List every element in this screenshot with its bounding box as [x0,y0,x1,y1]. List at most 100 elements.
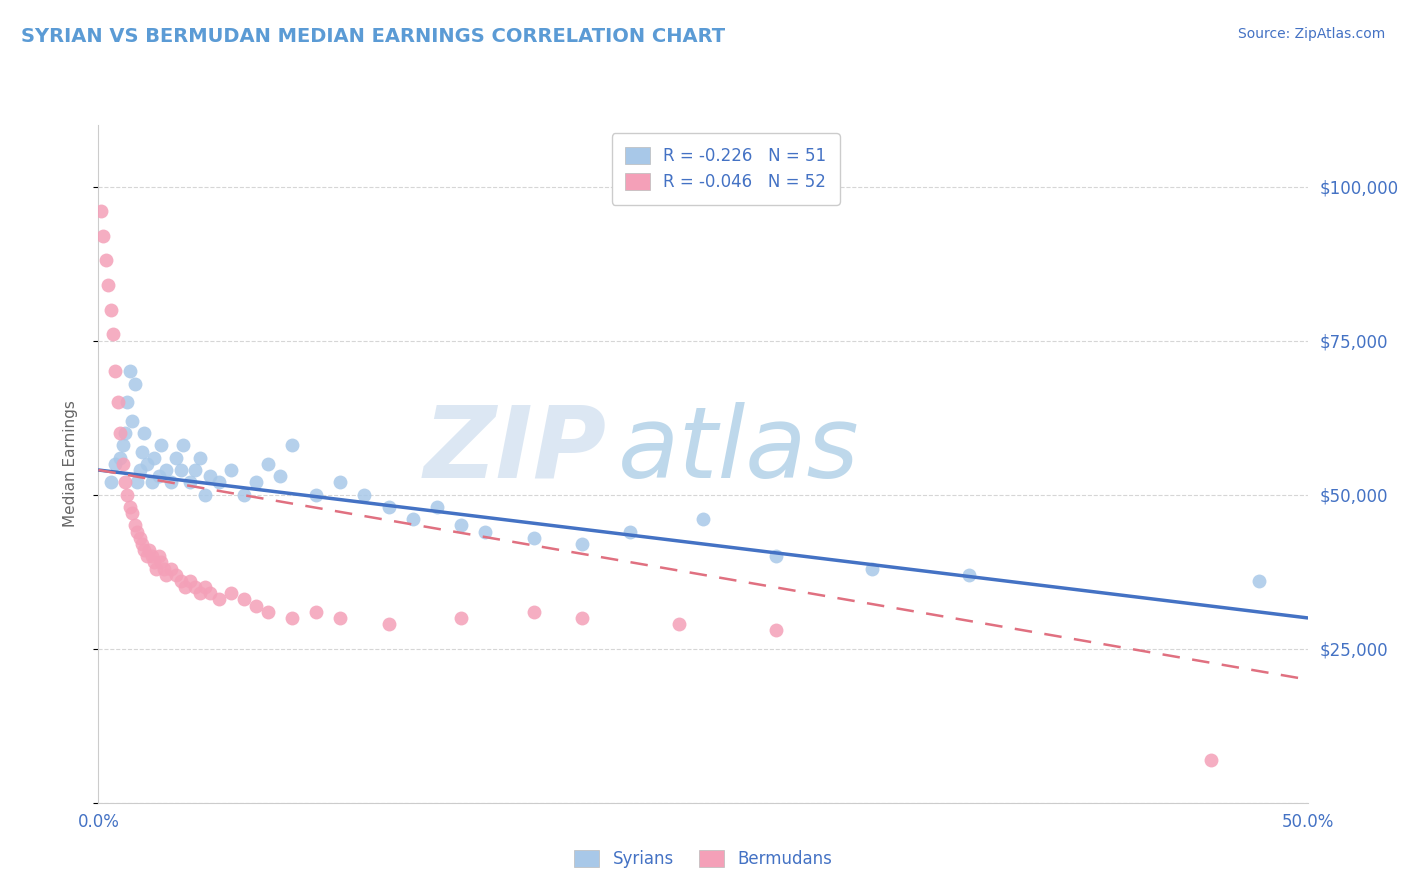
Point [860,561,883,575]
Point [245,599,267,613]
Text: Source: ZipAtlas.com: Source: ZipAtlas.com [1237,27,1385,41]
Point [117,395,139,409]
Point [474,524,496,539]
Point [571,537,593,551]
Point [124,518,146,533]
Point [245,475,267,490]
Point [426,500,449,514]
Point [91,228,114,243]
Point [121,506,143,520]
Y-axis label: Median Earnings: Median Earnings [63,401,77,527]
Point [148,549,170,564]
Point [188,586,211,600]
Point [114,425,136,440]
Point [571,611,593,625]
Point [100,475,122,490]
Point [90,204,112,219]
Point [765,624,787,638]
Point [148,469,170,483]
Point [131,444,153,458]
Point [450,518,472,533]
Point [305,488,328,502]
Point [377,617,399,632]
Point [160,475,183,490]
Point [269,469,291,483]
Point [101,327,124,342]
Point [256,457,278,471]
Point [523,605,546,619]
Point [198,586,221,600]
Point [172,438,194,452]
Point [104,457,127,471]
Point [523,531,546,545]
Point [141,549,163,564]
Point [169,463,191,477]
Point [118,500,141,514]
Point [692,512,714,526]
Point [100,302,122,317]
Point [155,567,177,582]
Point [127,475,149,490]
Point [117,488,139,502]
Point [114,475,136,490]
Point [179,574,201,588]
Point [402,512,425,526]
Point [450,611,472,625]
Legend: Syrians, Bermudans: Syrians, Bermudans [568,843,838,875]
Point [124,376,146,391]
Point [221,586,243,600]
Point [135,457,157,471]
Point [143,450,166,465]
Point [152,561,174,575]
Point [184,580,207,594]
Point [94,253,117,268]
Point [198,469,221,483]
Point [377,500,399,514]
Point [108,450,131,465]
Point [108,425,131,440]
Point [118,364,141,378]
Point [668,617,690,632]
Point [128,531,150,545]
Point [329,475,352,490]
Point [111,457,134,471]
Point [111,438,134,452]
Point [135,549,157,564]
Point [121,414,143,428]
Point [131,537,153,551]
Point [150,556,173,570]
Point [194,488,217,502]
Text: SYRIAN VS BERMUDAN MEDIAN EARNINGS CORRELATION CHART: SYRIAN VS BERMUDAN MEDIAN EARNINGS CORRE… [21,27,725,45]
Point [619,524,641,539]
Point [145,561,167,575]
Point [765,549,787,564]
Point [97,278,120,293]
Text: ZIP: ZIP [423,401,606,499]
Point [141,475,163,490]
Point [134,543,156,558]
Point [174,580,197,594]
Point [165,567,187,582]
Point [221,463,243,477]
Point [184,463,207,477]
Point [281,438,304,452]
Point [305,605,328,619]
Point [160,561,183,575]
Point [329,611,352,625]
Text: atlas: atlas [619,401,860,499]
Point [104,364,127,378]
Point [128,463,150,477]
Point [107,395,129,409]
Point [169,574,191,588]
Point [232,592,254,607]
Point [256,605,278,619]
Point [155,463,177,477]
Point [281,611,304,625]
Point [208,592,231,607]
Point [232,488,254,502]
Point [188,450,211,465]
Point [134,425,156,440]
Point [165,450,187,465]
Point [179,475,201,490]
Point [143,556,166,570]
